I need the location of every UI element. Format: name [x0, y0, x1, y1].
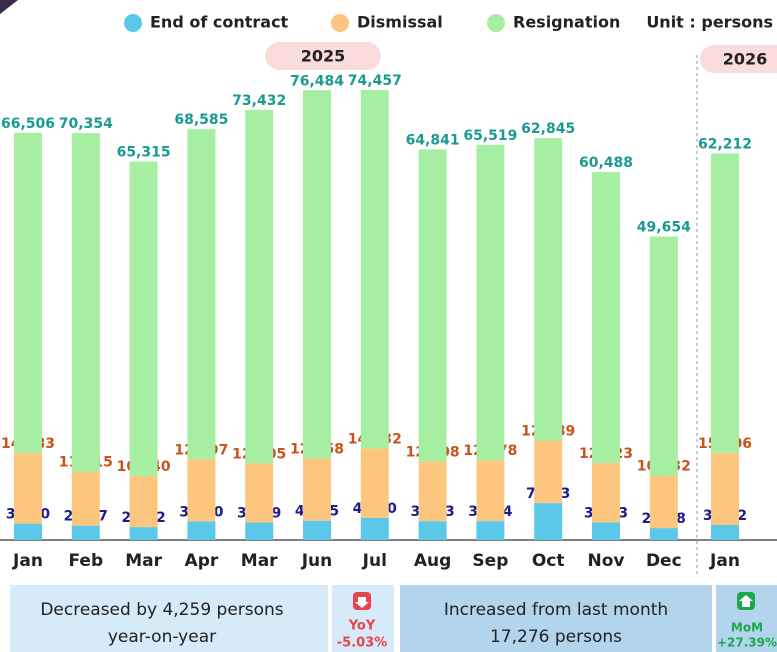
bar-segment: [476, 521, 505, 540]
bar-segment: [129, 161, 158, 476]
bar-segment: [476, 144, 505, 461]
x-tick-label: Aug: [414, 551, 451, 571]
value-label: 60,488: [579, 155, 633, 171]
year-label: 2026: [723, 50, 768, 69]
legend-swatch: [331, 14, 349, 32]
value-label: 73,432: [232, 93, 286, 109]
bar-segment: [14, 452, 42, 524]
value-label: 62,212: [698, 136, 752, 152]
x-tick-label: Jan: [12, 551, 43, 571]
value-label: 76,484: [290, 73, 344, 89]
x-tick-label: Nov: [588, 551, 625, 571]
bar-segment: [592, 463, 620, 523]
badge-text: MoM: [731, 621, 763, 635]
x-tick-label: Oct: [532, 551, 565, 571]
x-tick-label: Mar: [241, 551, 278, 571]
value-label: 74,457: [348, 73, 402, 89]
bar-segment: [303, 520, 331, 540]
bar-segment: [71, 471, 100, 526]
bar-segment: [711, 452, 739, 525]
bar-segment: [71, 133, 100, 472]
legend-label: Dismissal: [357, 13, 443, 32]
year-label: 2025: [301, 47, 346, 66]
bar-segment: [71, 525, 100, 540]
bar-segment: [14, 132, 42, 453]
bar-segment: [14, 523, 42, 540]
x-tick-label: Jul: [362, 551, 387, 571]
down-arrow: [355, 597, 369, 608]
value-label: 65,519: [463, 128, 517, 144]
value-label: 49,654: [637, 220, 691, 236]
x-tick-label: Sep: [472, 551, 508, 571]
summary-text: 17,276 persons: [490, 627, 622, 647]
badge-text: -5.03%: [337, 636, 388, 651]
corner-shape: [0, 0, 18, 14]
bar-segment: [649, 236, 678, 476]
up-arrow: [739, 595, 753, 607]
legend-label: Resignation: [513, 13, 620, 32]
bar-segment: [129, 527, 158, 540]
x-tick-label: Mar: [125, 551, 162, 571]
summary-text: Increased from last month: [444, 600, 668, 620]
badge-text: YoY: [348, 619, 376, 634]
bar-segment: [649, 475, 678, 529]
x-tick-label: Feb: [68, 551, 103, 571]
bar-segment: [534, 138, 563, 441]
bar-segment: [245, 522, 274, 540]
bar-segment: [476, 460, 505, 522]
summary-box: [400, 585, 712, 652]
bar-segment: [418, 149, 447, 462]
value-label: 62,845: [521, 121, 575, 137]
bar-segment: [360, 448, 389, 518]
summary-box: [10, 585, 328, 652]
summary-text: Decreased by 4,259 persons: [40, 600, 283, 620]
bar-segment: [187, 129, 216, 460]
bar-segment: [303, 458, 331, 521]
bar-segment: [187, 459, 216, 522]
bar-segment: [129, 475, 158, 528]
x-tick-label: Dec: [646, 551, 682, 571]
legend-swatch: [124, 14, 142, 32]
bar-segment: [534, 440, 563, 504]
bar-segment: [534, 503, 563, 540]
year-badge: [700, 45, 777, 73]
value-label: 64,841: [406, 132, 460, 148]
bar-segment: [418, 461, 447, 522]
value-label: 70,354: [59, 116, 113, 132]
value-label: 66,506: [1, 116, 55, 132]
x-tick-label: Jun: [301, 551, 333, 571]
bar-segment: [592, 171, 620, 464]
year-badge: [265, 42, 381, 70]
bar-segment: [245, 463, 274, 523]
legend-label: End of contract: [150, 13, 289, 32]
bar-segment: [711, 153, 739, 453]
summary-text: year-on-year: [108, 627, 216, 647]
value-label: 68,585: [174, 112, 228, 128]
bar-segment: [187, 521, 216, 540]
bar-segment: [360, 90, 389, 449]
value-label: 65,315: [117, 145, 171, 161]
bar-segment: [418, 521, 447, 540]
bar-segment: [711, 524, 739, 540]
bar-segment: [592, 522, 620, 540]
bar-segment: [303, 90, 331, 459]
badge-text: +27.39%: [717, 636, 777, 650]
bar-segment: [649, 528, 678, 540]
legend-swatch: [487, 14, 505, 32]
bar-segment: [245, 109, 274, 464]
x-tick-label: Jan: [709, 551, 740, 571]
bar-segment: [360, 517, 389, 540]
unit-label: Unit : persons: [646, 13, 773, 32]
x-tick-label: Apr: [185, 551, 219, 571]
